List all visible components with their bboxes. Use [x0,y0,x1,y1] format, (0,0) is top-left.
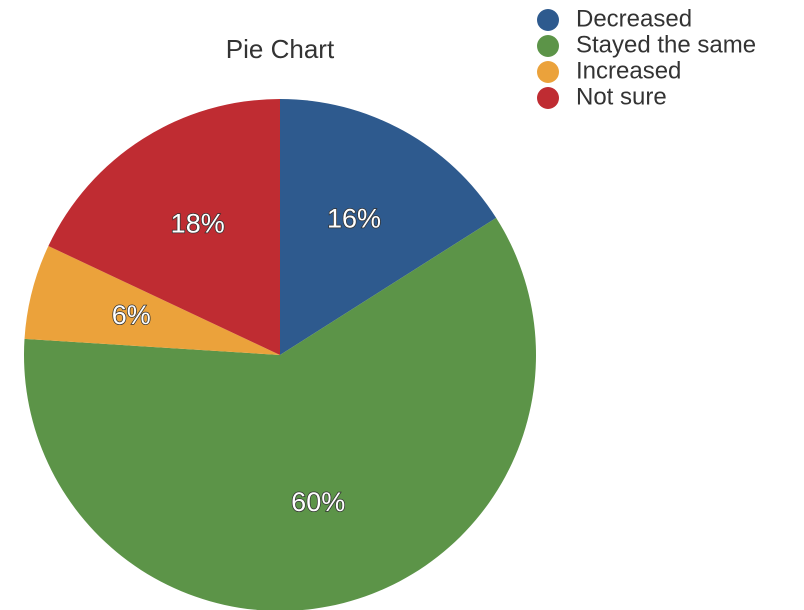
slice-label-not-sure: 18% [171,208,225,238]
legend-swatch [537,61,559,83]
slice-decreased [280,99,497,355]
slice-label-stayed-the-same: 60% [291,487,345,517]
slice-label-decreased: 16% [327,204,381,234]
legend-label: Decreased [576,5,692,32]
legend-label: Increased [576,57,681,84]
legend-item-increased: Increased [537,57,681,84]
legend-label: Not sure [576,83,667,110]
legend-item-not-sure: Not sure [537,83,667,110]
slice-label-increased: 6% [112,300,151,330]
legend-swatch [537,9,559,31]
legend-item-decreased: Decreased [537,5,692,32]
slice-increased [24,246,280,355]
pie-slices [24,99,536,610]
slice-stayed-the-same [24,217,536,610]
legend-swatch [537,87,559,109]
legend-label: Stayed the same [576,31,756,58]
legend-swatch [537,35,559,57]
chart-title: Pie Chart [226,34,335,64]
slice-labels: 16% 60% 6% 18% [111,203,382,518]
legend-item-stayed-the-same: Stayed the same [537,31,756,58]
slice-not-sure [48,99,280,355]
